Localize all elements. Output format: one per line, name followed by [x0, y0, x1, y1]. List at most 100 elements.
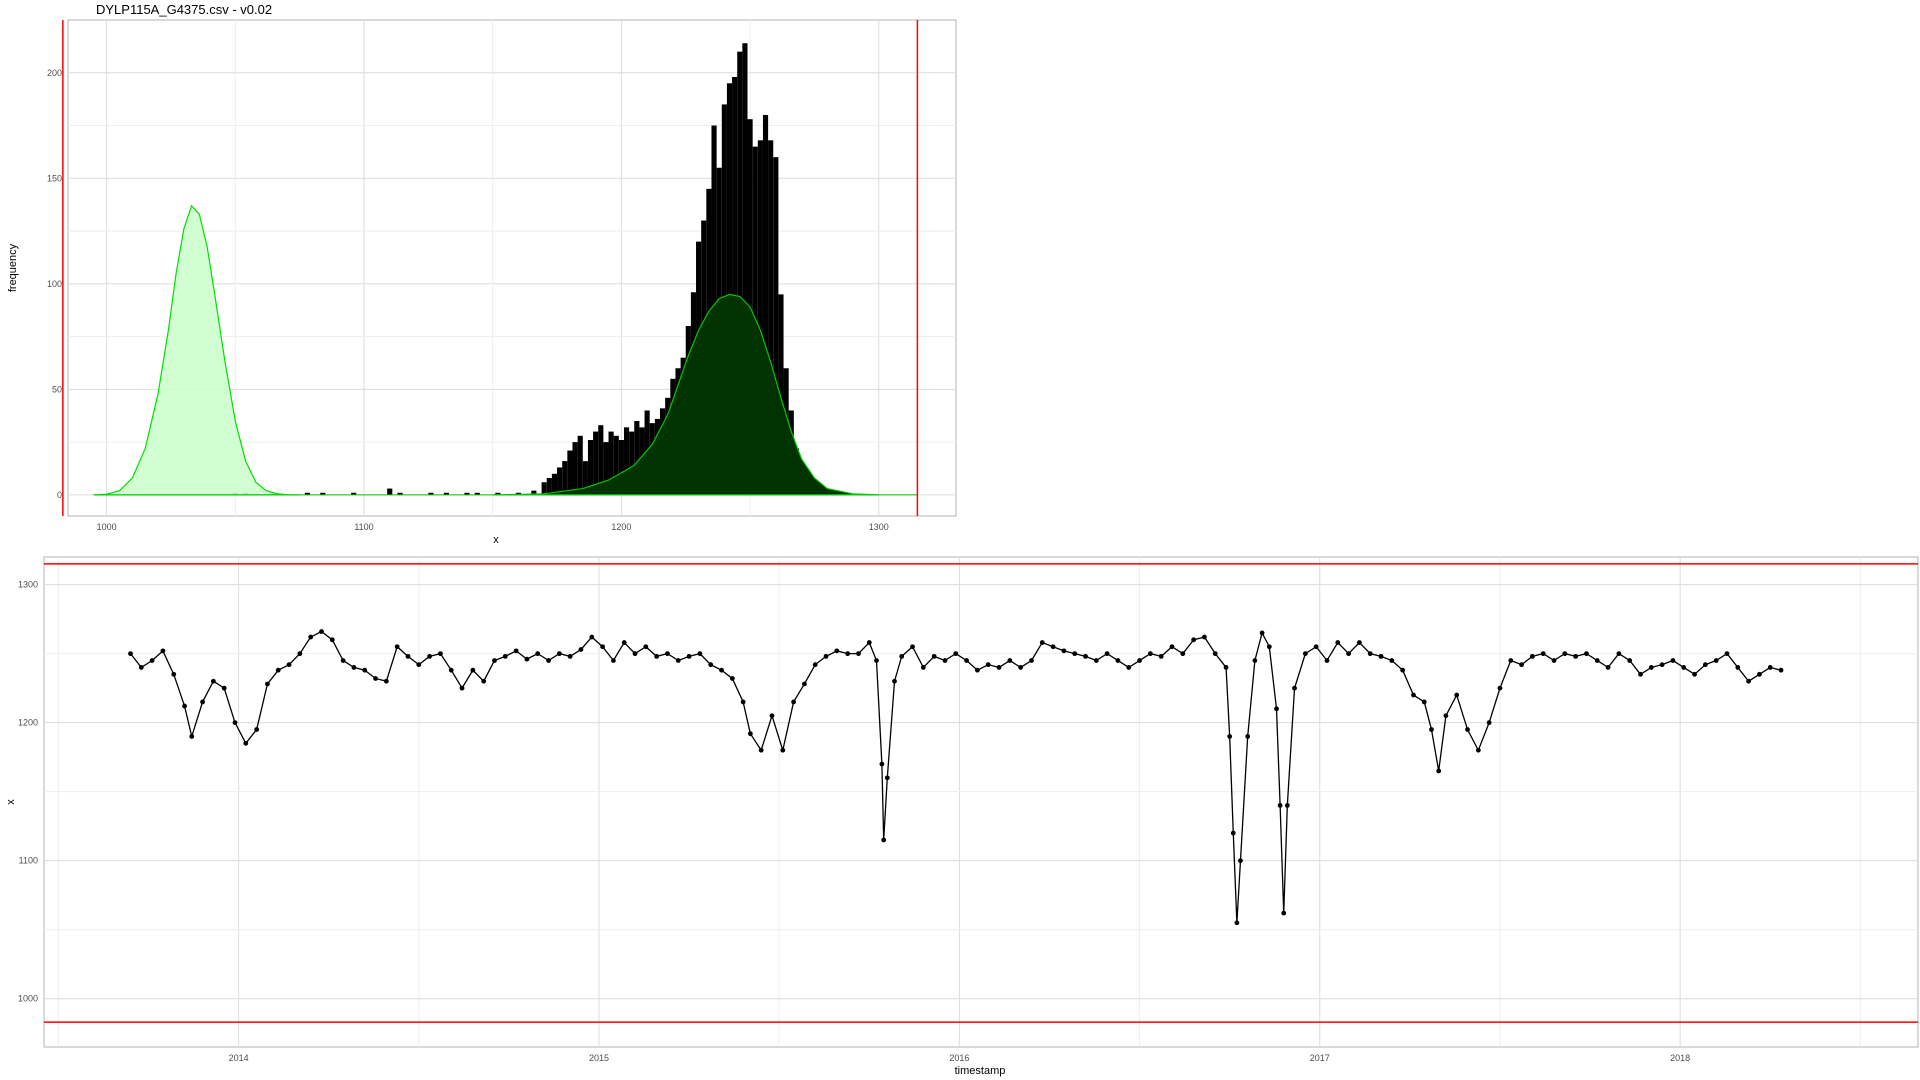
timeseries-point	[953, 651, 959, 657]
timeseries-point	[459, 685, 465, 691]
histogram-bar	[603, 442, 609, 495]
timeseries-point	[513, 648, 519, 654]
timeseries-point	[232, 720, 238, 726]
timeseries-point	[502, 653, 508, 659]
timeseries-x-tick-label: 2014	[229, 1053, 249, 1063]
timeseries-point	[1594, 658, 1600, 663]
timeseries-point	[1659, 662, 1665, 668]
histogram-bar	[587, 440, 594, 495]
histogram-bar	[623, 427, 630, 495]
histogram-y-tick-label: 50	[52, 384, 62, 394]
timeseries-point	[884, 775, 890, 781]
timeseries-point	[1757, 671, 1762, 677]
timeseries-point	[654, 653, 660, 659]
timeseries-point	[275, 667, 281, 673]
timeseries-point	[1400, 667, 1406, 673]
histogram-y-ticks: 0 50 100 150 200	[47, 68, 62, 500]
timeseries-point	[1627, 658, 1633, 663]
timeseries-point	[1104, 651, 1110, 657]
histogram-bar	[546, 478, 552, 495]
timeseries-point	[182, 703, 187, 709]
timeseries-point	[719, 667, 724, 673]
histogram-x-tick-label: 1300	[869, 522, 889, 532]
timeseries-point	[427, 653, 433, 659]
timeseries-point	[1259, 630, 1265, 636]
timeseries-point	[1778, 667, 1784, 673]
timeseries-point	[329, 637, 335, 643]
timeseries-point	[1180, 651, 1186, 657]
timeseries-point	[1292, 685, 1297, 691]
histogram-bar	[474, 492, 480, 495]
timeseries-point	[823, 653, 829, 659]
histogram-bar	[531, 490, 537, 495]
histogram-bar	[618, 440, 624, 495]
timeseries-point	[1421, 699, 1427, 705]
timeseries-point	[1115, 658, 1121, 663]
histogram-bar	[397, 492, 403, 495]
timeseries-point	[1083, 653, 1088, 659]
timeseries-point	[1324, 658, 1330, 663]
timeseries-point	[394, 644, 400, 650]
timeseries-point	[524, 656, 530, 662]
timeseries-point	[373, 676, 378, 681]
histogram-bar	[629, 431, 635, 495]
timeseries-point	[942, 658, 948, 663]
timeseries-point	[1746, 678, 1752, 684]
histogram-bar	[577, 435, 583, 495]
timeseries-point	[866, 640, 872, 645]
timeseries-point	[1018, 665, 1024, 670]
histogram-bar	[428, 492, 434, 495]
histogram-y-tick-label: 0	[57, 490, 62, 500]
histogram-bar	[551, 473, 558, 495]
timeseries-point	[996, 665, 1002, 670]
timeseries-point	[319, 629, 324, 634]
timeseries-point	[351, 665, 357, 670]
timeseries-point	[964, 658, 969, 663]
timeseries-point	[1274, 706, 1279, 712]
histogram-density-curves	[93, 204, 918, 496]
timeseries-y-tick-label: 1300	[18, 580, 38, 590]
timeseries-point	[1137, 658, 1142, 663]
timeseries-point	[578, 647, 584, 652]
histogram-bar	[762, 114, 769, 495]
timeseries-x-axis-label: timestamp	[955, 1065, 1006, 1077]
timeseries-point	[1234, 920, 1240, 926]
timeseries-x-ticks: 2014 2015 2016 2017 2018	[229, 1053, 1691, 1063]
timeseries-point	[210, 678, 216, 684]
timeseries-point	[1605, 665, 1611, 670]
timeseries-point	[128, 651, 133, 657]
histogram-bar	[634, 421, 640, 495]
histogram-x-tick-label: 1000	[97, 522, 117, 532]
histogram-bar	[464, 492, 470, 495]
histogram-bar	[541, 482, 547, 495]
timeseries-point	[899, 653, 905, 659]
histogram-bar	[732, 76, 738, 495]
timeseries-point	[856, 651, 861, 657]
timeseries-series	[128, 629, 1784, 926]
timeseries-point	[1039, 640, 1045, 645]
timeseries-chart: 2014 2015 2016 2017 2018 1000 1100 1200 1300 ti…	[5, 556, 1919, 1077]
timeseries-point	[769, 713, 775, 719]
timeseries-point	[1357, 640, 1362, 645]
timeseries-point	[1029, 658, 1034, 663]
timeseries-point	[1692, 671, 1697, 677]
timeseries-point	[1230, 830, 1236, 836]
timeseries-point	[1702, 662, 1708, 668]
timeseries-point	[383, 678, 389, 684]
timeseries-point	[892, 678, 897, 684]
timeseries-point	[1158, 653, 1164, 659]
timeseries-point	[200, 699, 205, 705]
histogram-bar	[593, 431, 599, 495]
timeseries-point	[881, 837, 887, 843]
timeseries-point	[697, 651, 703, 657]
timeseries-point	[243, 740, 249, 746]
timeseries-point	[1126, 665, 1132, 670]
histogram-bar	[737, 51, 743, 495]
timeseries-point	[1767, 665, 1773, 670]
timeseries-point	[1584, 651, 1589, 657]
timeseries-point	[1465, 727, 1470, 732]
timeseries-point	[1202, 634, 1207, 640]
histogram-bar	[562, 461, 568, 495]
timeseries-point	[931, 653, 937, 659]
timeseries-point	[567, 653, 573, 659]
